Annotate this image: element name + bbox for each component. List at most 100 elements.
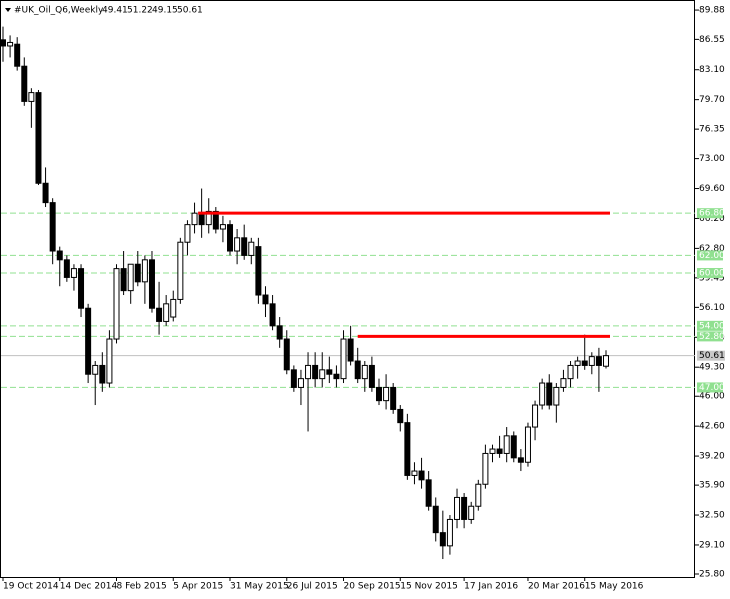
x-tick-label: 15 May 2016: [585, 582, 644, 592]
y-tick-label: 39.20: [699, 452, 725, 462]
level-label: 52.80: [699, 332, 725, 342]
candle-body: [177, 241, 184, 300]
candle-body: [0, 39, 6, 47]
candle-body: [418, 470, 425, 481]
candle-body: [14, 43, 21, 67]
candle-body: [595, 356, 602, 366]
candle-body: [503, 435, 510, 454]
x-tick-label: 15 Nov 2015: [400, 582, 458, 592]
header-open: 49.41: [102, 6, 128, 16]
candle-body: [63, 259, 70, 278]
header-close: 50.61: [177, 6, 203, 16]
candle-body: [333, 373, 340, 380]
candle-body: [560, 378, 567, 388]
candle-body: [383, 386, 390, 402]
title-icon: [5, 8, 11, 12]
y-tick-label: 29.10: [699, 540, 725, 550]
candle-body: [184, 224, 191, 243]
candle-body: [283, 338, 290, 371]
candle-body: [113, 268, 120, 340]
candle-body: [191, 212, 198, 226]
candle-body: [234, 237, 241, 252]
candle-body: [517, 457, 524, 463]
level-label-box: [697, 268, 723, 279]
candle-body: [35, 92, 42, 184]
candle-body: [70, 268, 77, 278]
level-label-box: [697, 208, 723, 219]
candle-body: [368, 364, 375, 388]
x-tick-label: 8 Feb 2015: [117, 582, 167, 592]
candle-body: [92, 364, 99, 375]
candle-body: [553, 386, 560, 406]
candle-body: [475, 483, 482, 507]
x-tick-label: 31 May 2015: [230, 582, 289, 592]
candle-body: [141, 259, 148, 283]
candle-body: [290, 369, 297, 388]
candle-body: [404, 422, 411, 476]
candle-body: [56, 250, 63, 261]
candle-body: [432, 505, 439, 534]
candle-body: [539, 382, 546, 406]
candle-body: [581, 360, 588, 366]
candle-body: [411, 470, 418, 476]
candle-body: [340, 338, 347, 380]
candle-body: [454, 496, 461, 520]
candle-body: [496, 448, 503, 454]
candle-body: [468, 505, 475, 520]
level-label-box: [697, 331, 723, 342]
candle-body: [574, 360, 581, 366]
candle-body: [78, 268, 85, 309]
candle-body: [163, 303, 170, 322]
candle-body: [361, 364, 368, 380]
candle-body: [397, 408, 404, 424]
x-tick-label: 17 Jan 2016: [464, 582, 518, 592]
candle-body: [127, 263, 134, 292]
candle-body: [205, 210, 212, 226]
candle-body: [425, 479, 432, 507]
candle-body: [347, 338, 354, 362]
candle-body: [375, 386, 382, 402]
candle-body: [241, 237, 248, 256]
x-tick-label: 20 Sep 2015: [344, 582, 401, 592]
level-label: 62.00: [699, 251, 725, 261]
y-tick-label: 49.30: [699, 363, 725, 373]
candle-body: [134, 263, 141, 283]
y-tick-label: 25.80: [699, 570, 725, 580]
candle-body: [297, 378, 304, 388]
candle-body: [212, 210, 219, 230]
plot-frame: [0, 0, 695, 578]
candle-body: [255, 246, 262, 296]
level-label-box: [697, 382, 723, 393]
y-tick-label: 76.35: [699, 125, 725, 135]
candle-body: [85, 307, 92, 375]
candle-body: [489, 448, 496, 454]
level-label-box: [697, 320, 723, 331]
level-label: 54.00: [699, 321, 725, 331]
y-tick-label: 79.70: [699, 95, 725, 105]
candle-body: [262, 294, 269, 305]
candle-body: [603, 355, 609, 367]
candle-body: [305, 364, 312, 380]
candle-body: [269, 303, 276, 327]
x-tick-label: 19 Oct 2014: [3, 582, 59, 592]
candle-body: [276, 325, 283, 340]
header-low: 49.15: [152, 6, 178, 16]
candle-body: [99, 364, 106, 384]
candle-body: [198, 212, 205, 226]
level-label: 66.80: [699, 209, 725, 219]
candle-body: [7, 41, 14, 47]
y-tick-label: 69.60: [699, 184, 725, 194]
y-tick-label: 32.50: [699, 511, 725, 521]
candle-body: [319, 369, 326, 380]
candle-body: [219, 224, 226, 230]
y-tick-label: 89.88: [699, 6, 725, 16]
candle-body: [532, 404, 539, 428]
y-tick-label: 83.10: [699, 65, 725, 75]
y-tick-label: 56.10: [699, 303, 725, 313]
candle-body: [461, 496, 468, 520]
candle-body: [326, 369, 333, 375]
candle-body: [170, 298, 177, 318]
candle-body: [227, 224, 234, 252]
candle-body: [588, 356, 595, 366]
